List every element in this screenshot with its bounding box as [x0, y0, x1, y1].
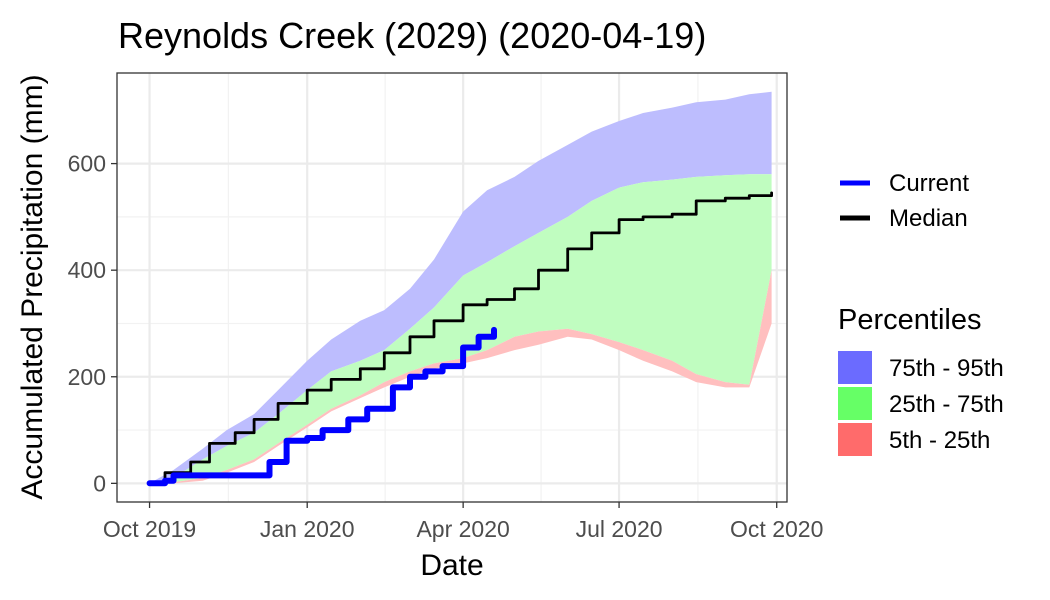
x-tick-label: Oct 2020 — [730, 516, 823, 542]
series-line-current — [146, 326, 497, 487]
y-axis-title: Accumulated Precipitation (mm) — [16, 74, 49, 499]
x-tick-label: Jan 2020 — [260, 516, 355, 542]
x-axis: Oct 2019 Jan 2020 Apr 2020 Jul 2020 Oct 2020 — [103, 502, 823, 542]
legend-key-band — [838, 351, 872, 384]
legend-bands: 75th - 95th 25th - 75th 5th - 25th — [838, 351, 1004, 456]
y-axis: 0 200 400 600 — [68, 151, 117, 496]
series-line-median — [148, 191, 773, 485]
y-tick-label: 200 — [68, 364, 106, 390]
x-tick-label: Jul 2020 — [576, 516, 663, 542]
x-tick-label: Oct 2019 — [103, 516, 196, 542]
chart-title: Reynolds Creek (2029) (2020-04-19) — [118, 15, 706, 56]
y-tick-label: 600 — [68, 151, 106, 177]
series-lines — [146, 191, 773, 487]
legend-label-median: Median — [889, 205, 968, 232]
band-75-95 — [149, 91, 772, 484]
band-25-75 — [149, 174, 772, 484]
y-tick-label: 400 — [68, 257, 106, 283]
legend-key-band — [838, 423, 872, 456]
x-tick-label: Apr 2020 — [416, 516, 509, 542]
x-axis-title: Date — [420, 549, 483, 582]
legend-title: Percentiles — [838, 304, 981, 336]
legend-lines: Current Median — [840, 170, 969, 232]
legend-label-band: 25th - 75th — [889, 391, 1004, 418]
legend-key-band — [838, 387, 872, 420]
y-tick-label: 0 — [93, 470, 106, 496]
plot-panel-border — [116, 72, 788, 503]
legend-label-band: 5th - 25th — [889, 427, 990, 454]
legend-label-band: 75th - 95th — [889, 355, 1004, 382]
legend-label-current: Current — [889, 170, 969, 197]
percentile-bands — [149, 91, 772, 484]
